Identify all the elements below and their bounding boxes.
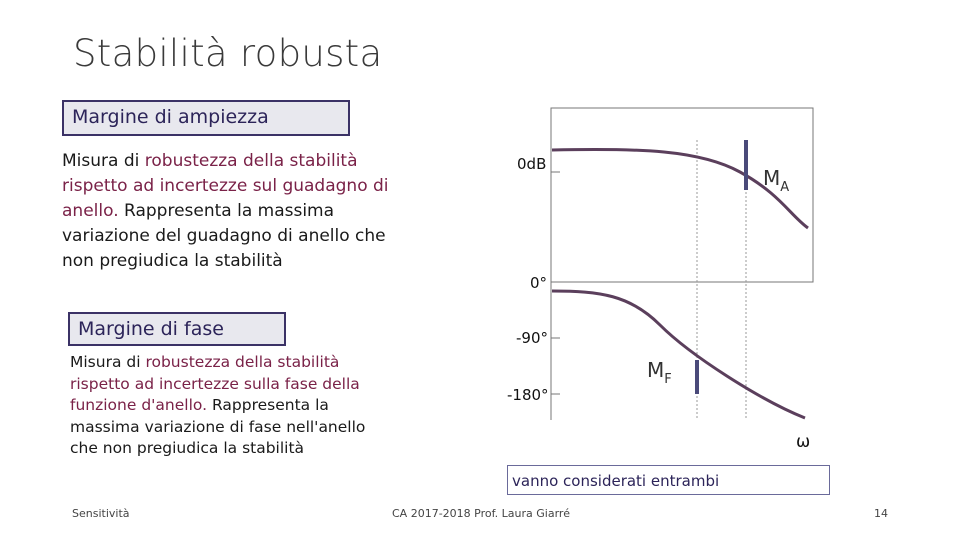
gain-margin-symbol: M	[763, 166, 781, 190]
phase-margin-heading-box: Margine di fase	[68, 312, 286, 346]
amp-text-highlight: robustezza della stabilità rispetto ad i…	[62, 151, 389, 221]
phase-margin-label: MF	[647, 358, 672, 387]
note-box: vanno considerati entrambi	[507, 465, 830, 495]
gain-margin-subscript: A	[780, 180, 790, 195]
magnitude-curve	[551, 147, 809, 230]
phase-text-part2: Rappresenta la massima variazione di fas…	[70, 396, 366, 457]
phase-text-part1: Misura di	[70, 353, 146, 371]
magnitude-plot-frame	[550, 107, 814, 283]
omega-axis-label: ω	[796, 432, 811, 452]
footer-course: CA 2017-2018 Prof. Laura Giarré	[392, 507, 570, 520]
minus180-degree-label: -180°	[507, 386, 549, 404]
amp-margin-heading-box: Margine di ampiezza	[62, 100, 350, 136]
phase-margin-subscript: F	[664, 372, 672, 387]
phase-text-highlight: robustezza della stabilità rispetto ad i…	[70, 353, 360, 414]
slide-number: 14	[874, 507, 888, 520]
phase-margin-symbol: M	[647, 358, 665, 382]
amp-text-part2: Rappresenta la massima variazione del gu…	[62, 201, 386, 271]
slide-title: Stabilità robusta	[73, 32, 383, 75]
gain-margin-label: MA	[763, 166, 789, 195]
amp-text-part1: Misura di	[62, 151, 145, 171]
zero-db-label: 0dB	[517, 155, 547, 173]
zero-degree-label: 0°	[530, 274, 548, 292]
note-text: vanno considerati entrambi	[512, 472, 720, 490]
minus90-degree-label: -90°	[516, 329, 548, 347]
amp-margin-heading: Margine di ampiezza	[72, 106, 269, 128]
footer-section: Sensitività	[72, 507, 130, 520]
phase-margin-description: Misura di robustezza della stabilità ris…	[70, 352, 370, 460]
amp-margin-description: Misura di robustezza della stabilità ris…	[62, 149, 422, 274]
phase-curve	[551, 289, 806, 420]
phase-margin-heading: Margine di fase	[78, 318, 224, 340]
